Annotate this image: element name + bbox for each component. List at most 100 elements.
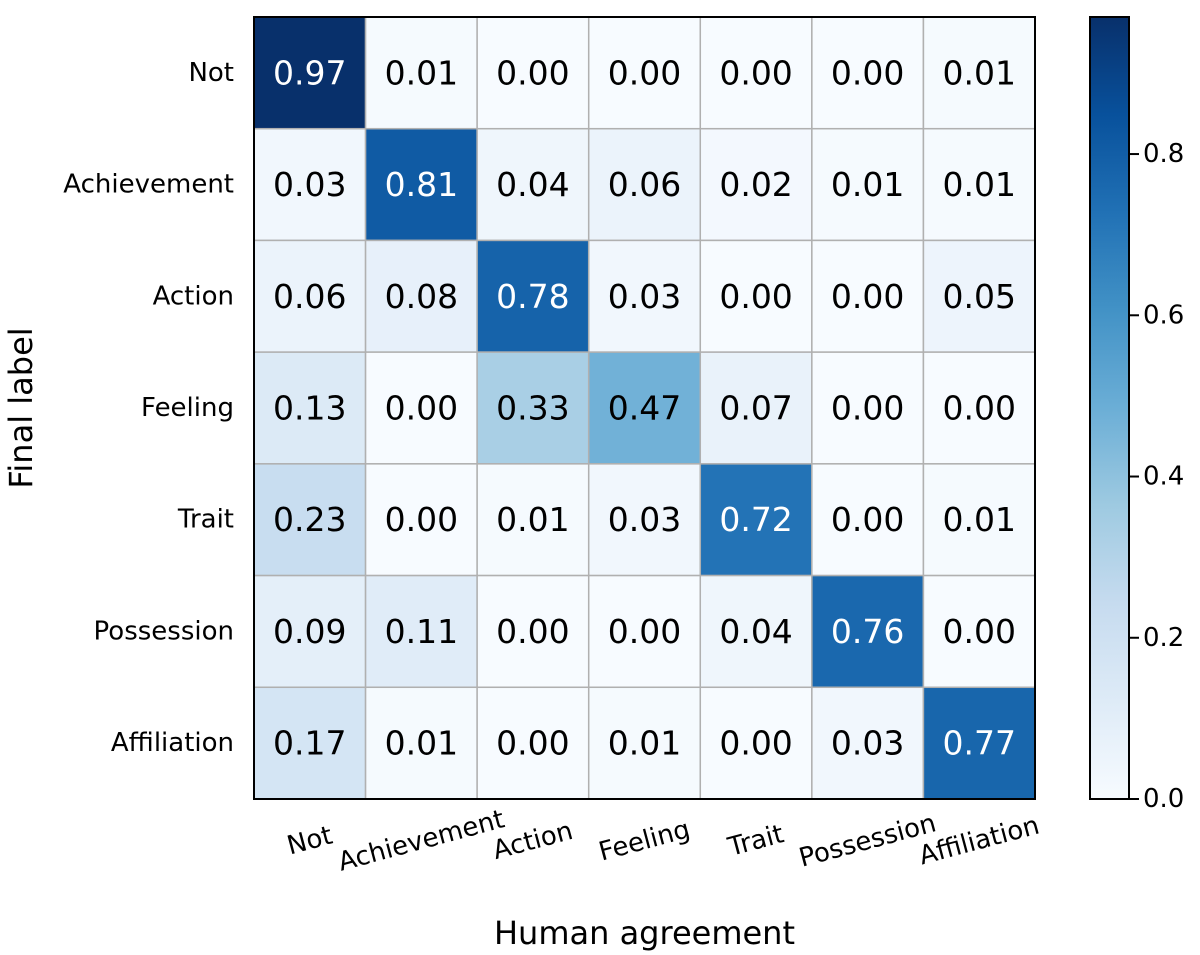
heatmap-cell xyxy=(811,686,925,800)
cell-value-label: 0.00 xyxy=(831,53,904,92)
heatmap-cell xyxy=(811,351,925,465)
heatmap-cell xyxy=(922,686,1036,800)
cell-value-label: 0.97 xyxy=(273,53,346,92)
cell-value-label: 0.00 xyxy=(831,389,904,428)
heatmap-cell xyxy=(253,351,367,465)
cell-value-label: 0.23 xyxy=(273,500,346,539)
cell-value-label: 0.00 xyxy=(719,724,792,763)
cell-value-label: 0.01 xyxy=(496,500,569,539)
cell-value-label: 0.00 xyxy=(942,389,1015,428)
cell-value-label: 0.76 xyxy=(831,612,904,651)
heatmap-cell xyxy=(699,239,813,353)
y-tick-label: Feeling xyxy=(141,393,234,423)
cell-value-label: 0.06 xyxy=(273,277,346,316)
heatmap-cell xyxy=(253,574,367,689)
cell-value-label: 0.00 xyxy=(608,53,681,92)
heatmap-cell xyxy=(811,239,925,353)
heatmap-cell xyxy=(699,686,813,800)
heatmap-cell xyxy=(922,239,1036,353)
heatmap-cells xyxy=(253,16,1036,800)
colorbar-tick-label: 0.2 xyxy=(1143,623,1184,653)
cell-value-label: 0.00 xyxy=(831,500,904,539)
cell-value-label: 0.00 xyxy=(496,724,569,763)
cell-value-label: 0.00 xyxy=(385,389,458,428)
y-axis-title: Final label xyxy=(2,327,40,488)
cell-value-label: 0.00 xyxy=(385,500,458,539)
heatmap-cell xyxy=(476,463,590,577)
x-tick-label: Feeling xyxy=(596,814,694,867)
cell-value-label: 0.13 xyxy=(273,389,346,428)
cell-value-label: 0.01 xyxy=(608,724,681,763)
cell-value-label: 0.00 xyxy=(496,612,569,651)
cell-value-label: 0.04 xyxy=(496,165,569,204)
cell-value-label: 0.03 xyxy=(831,724,904,763)
y-tick-label: Achievement xyxy=(63,170,234,200)
cell-value-label: 0.03 xyxy=(608,500,681,539)
cell-value-label: 0.09 xyxy=(273,612,346,651)
cell-value-label: 0.01 xyxy=(385,53,458,92)
heatmap-cell xyxy=(587,239,702,353)
heatmap-cell xyxy=(253,686,367,800)
cell-value-label: 0.01 xyxy=(385,724,458,763)
heatmap-cell xyxy=(811,16,925,130)
colorbar-tick-label: 0.6 xyxy=(1143,300,1184,330)
cell-value-label: 0.72 xyxy=(719,500,792,539)
cell-value-label: 0.06 xyxy=(608,165,681,204)
heatmap-cell xyxy=(587,351,702,465)
heatmap-cell xyxy=(476,127,590,242)
cell-value-label: 0.08 xyxy=(385,277,458,316)
colorbar-tick-label: 0.4 xyxy=(1143,462,1184,492)
y-tick-label: Not xyxy=(188,58,234,88)
heatmap-cell xyxy=(476,686,590,800)
y-tick-label: Trait xyxy=(177,505,234,535)
cell-value-label: 0.01 xyxy=(942,500,1015,539)
x-tick-label: Trait xyxy=(724,819,787,863)
cell-value-label: 0.47 xyxy=(608,389,681,428)
heatmap-cell xyxy=(253,463,367,577)
cell-value-label: 0.77 xyxy=(942,724,1015,763)
heatmap-cell xyxy=(587,686,702,800)
heatmap-cell xyxy=(922,351,1036,465)
cell-value-label: 0.07 xyxy=(719,389,792,428)
heatmap-cell xyxy=(476,239,590,353)
heatmap-cell xyxy=(364,351,478,465)
heatmap-cell xyxy=(587,574,702,689)
heatmap-cell xyxy=(587,16,702,130)
cell-value-label: 0.17 xyxy=(273,724,346,763)
y-tick-label: Possession xyxy=(94,616,234,646)
x-axis-title: Human agreement xyxy=(494,914,795,952)
heatmap-cell xyxy=(699,127,813,242)
heatmap-cell xyxy=(253,16,367,130)
heatmap-cell xyxy=(476,574,590,689)
cell-value-label: 0.05 xyxy=(942,277,1015,316)
cell-value-label: 0.02 xyxy=(719,165,792,204)
cell-value-label: 0.04 xyxy=(719,612,792,651)
heatmap-cell xyxy=(364,239,478,353)
cell-value-label: 0.78 xyxy=(496,277,569,316)
y-tick-labels: Not Achievement Action Feeling Trait Possessi… xyxy=(63,58,234,758)
cell-value-label: 0.00 xyxy=(831,277,904,316)
x-tick-label: Affiliation xyxy=(916,811,1043,872)
colorbar-ticks: 0.0 0.2 0.4 0.6 0.8 xyxy=(1129,139,1184,814)
heatmap-cell xyxy=(922,463,1036,577)
cell-value-label: 0.00 xyxy=(719,277,792,316)
cell-value-label: 0.11 xyxy=(385,612,458,651)
heatmap-cell xyxy=(699,574,813,689)
cell-value-label: 0.01 xyxy=(942,53,1015,92)
cell-value-label: 0.01 xyxy=(942,165,1015,204)
cell-value-label: 0.33 xyxy=(496,389,569,428)
colorbar-tick-label: 0.8 xyxy=(1143,139,1184,169)
heatmap-cell xyxy=(364,574,478,689)
cell-value-label: 0.00 xyxy=(942,612,1015,651)
x-tick-label: Not xyxy=(284,821,336,862)
heatmap-cell xyxy=(364,16,478,130)
heatmap-cell xyxy=(699,16,813,130)
colorbar xyxy=(1089,16,1130,800)
cell-value-label: 0.00 xyxy=(608,612,681,651)
x-tick-label: Achievement xyxy=(335,804,508,877)
plot-frame xyxy=(253,16,1036,800)
heatmap-cell xyxy=(922,127,1036,242)
colorbar-tick-label: 0.0 xyxy=(1143,784,1184,814)
